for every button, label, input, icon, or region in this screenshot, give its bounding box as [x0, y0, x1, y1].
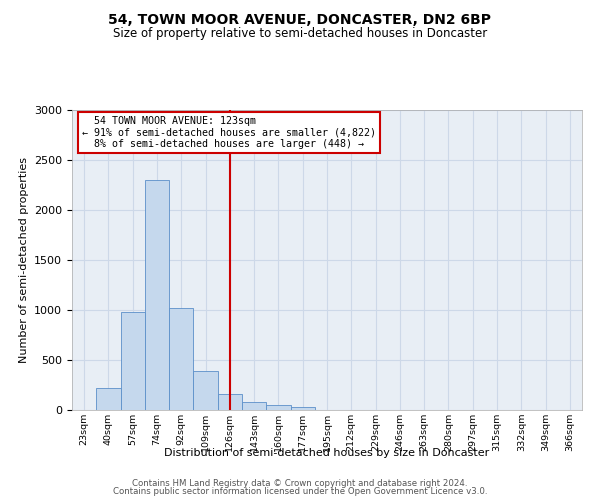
Bar [242, 402, 266, 410]
Bar [266, 404, 290, 410]
Bar [145, 180, 169, 410]
Text: 54, TOWN MOOR AVENUE, DONCASTER, DN2 6BP: 54, TOWN MOOR AVENUE, DONCASTER, DN2 6BP [109, 12, 491, 26]
Bar [218, 394, 242, 410]
Text: Size of property relative to semi-detached houses in Doncaster: Size of property relative to semi-detach… [113, 28, 487, 40]
Text: 54 TOWN MOOR AVENUE: 123sqm  
← 91% of semi-detached houses are smaller (4,822)
: 54 TOWN MOOR AVENUE: 123sqm ← 91% of sem… [82, 116, 376, 149]
Text: Contains public sector information licensed under the Open Government Licence v3: Contains public sector information licen… [113, 487, 487, 496]
Bar [290, 407, 315, 410]
Bar [169, 308, 193, 410]
Bar [193, 371, 218, 410]
Y-axis label: Number of semi-detached properties: Number of semi-detached properties [19, 157, 29, 363]
Text: Contains HM Land Registry data © Crown copyright and database right 2024.: Contains HM Land Registry data © Crown c… [132, 478, 468, 488]
Bar [121, 312, 145, 410]
Text: Distribution of semi-detached houses by size in Doncaster: Distribution of semi-detached houses by … [164, 448, 490, 458]
Bar [96, 388, 121, 410]
